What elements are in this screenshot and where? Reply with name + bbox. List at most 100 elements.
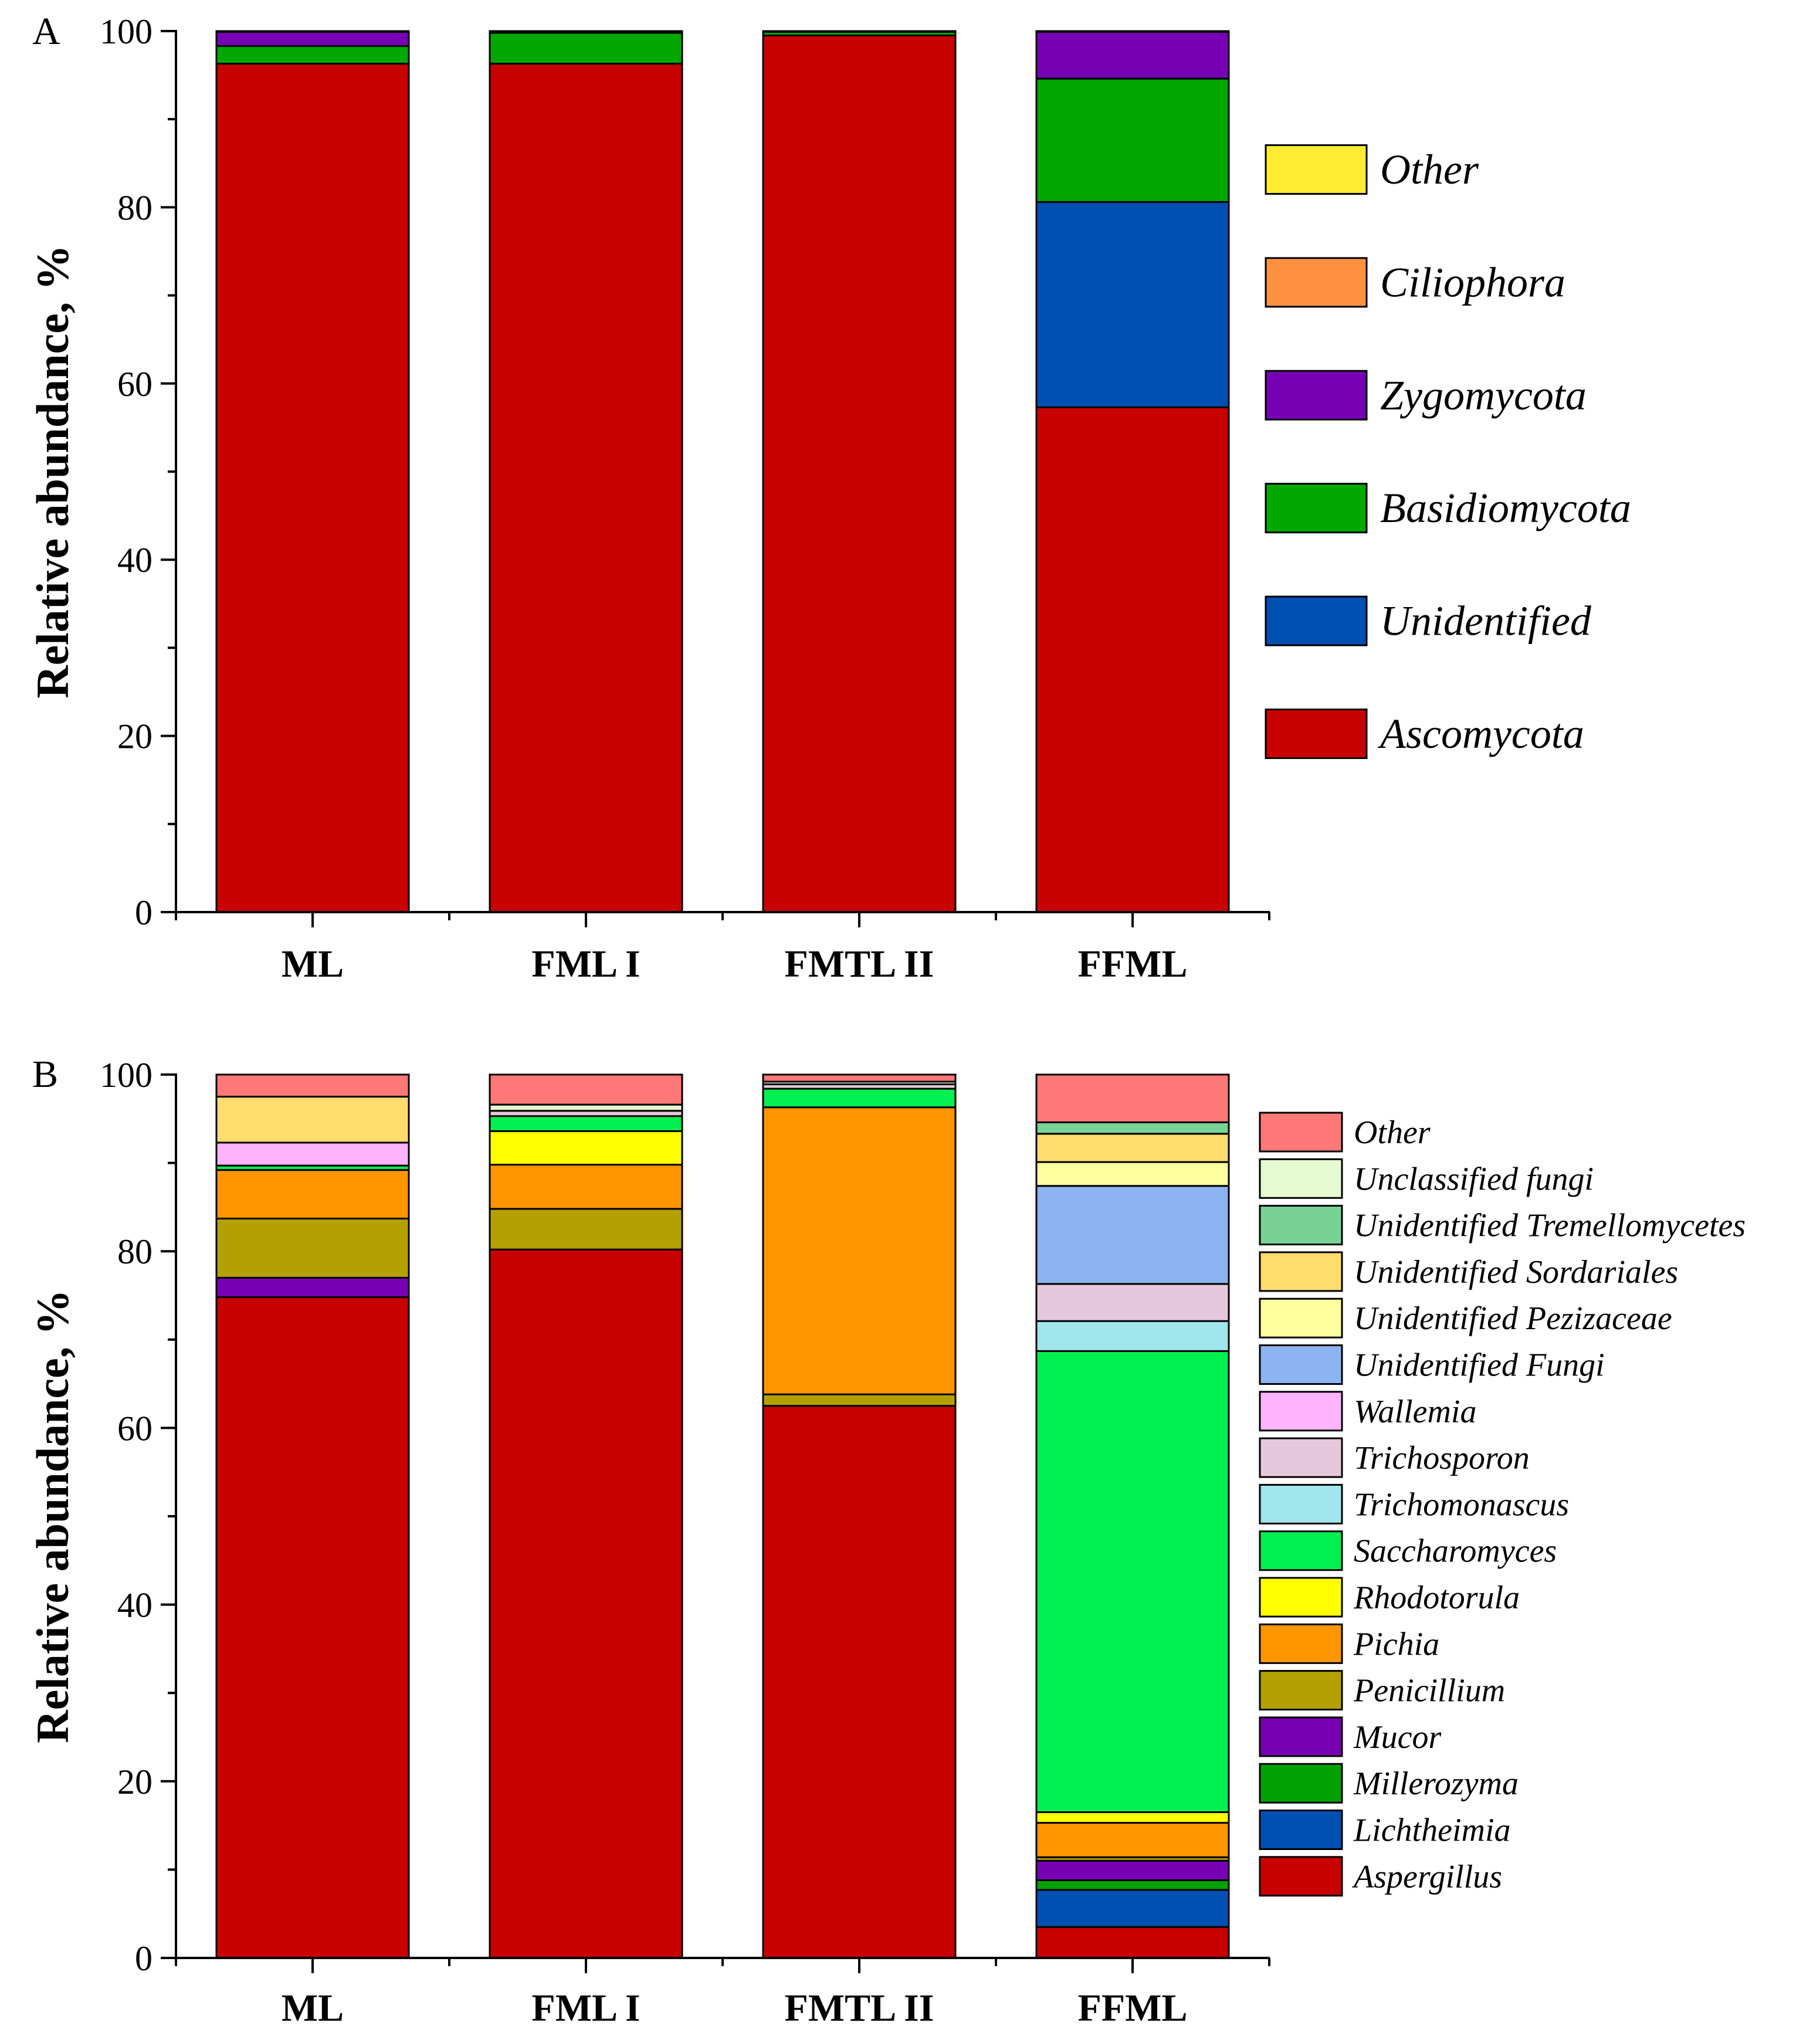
bar-segment-fml-i-basidiomycota xyxy=(489,32,683,65)
bar-segment-ml-basidiomycota xyxy=(215,45,410,65)
legend-swatch-other xyxy=(1265,144,1368,195)
bar-segment-fml-i-saccharomyces xyxy=(489,1115,683,1132)
legend-label-millerozyma: Millerozyma xyxy=(1353,1766,1519,1802)
bar-segment-ml-unidentified-sordariales xyxy=(215,1096,410,1144)
y-tick-label: 20 xyxy=(117,1763,152,1801)
bar-segment-fml-i-pichia xyxy=(489,1164,683,1210)
legend-label-pichia: Pichia xyxy=(1353,1626,1439,1662)
y-axis-title: Relative abundance, % xyxy=(27,245,78,699)
legend-label-ascomycota: Ascomycota xyxy=(1378,710,1584,757)
bar-segment-fml-i-other xyxy=(489,1073,683,1106)
bar-segment-fmtl-ii-penicillium xyxy=(762,1393,957,1407)
legend-label-saccharomyces: Saccharomyces xyxy=(1354,1533,1557,1570)
y-tick-label: 80 xyxy=(117,188,152,227)
legend-label-aspergillus: Aspergillus xyxy=(1351,1859,1502,1895)
bar-segment-ml-zygomycota xyxy=(215,31,410,48)
legend-swatch-millerozyma xyxy=(1259,1763,1343,1804)
bar-segment-ffml-trichosporon xyxy=(1035,1283,1230,1322)
bar-segment-fml-i-ascomycota xyxy=(489,63,683,913)
bar-segment-ffml-other xyxy=(1035,30,1230,33)
bar-segment-ffml-ascomycota xyxy=(1035,406,1230,913)
legend-swatch-other xyxy=(1259,1112,1343,1153)
x-category-label: FML I xyxy=(531,1987,640,2030)
legend-swatch-unidentified-pezizaceae xyxy=(1259,1297,1343,1339)
bar-segment-ffml-millerozyma xyxy=(1035,1879,1230,1891)
legend: Other Unclassified fungi Unidentified Trem… xyxy=(1259,1112,1746,1897)
legend-swatch-unidentified-tremellomycetes xyxy=(1259,1205,1343,1246)
x-category-label: FMTL II xyxy=(785,1987,934,2030)
panel-b: 0 20 40 60 80 100 ML FML I FMTL II FFML B Relative … xyxy=(27,1053,1746,2030)
bar-segment-fml-i-rhodotorula xyxy=(489,1130,683,1166)
bar-segment-ffml-unidentified-pezizaceae xyxy=(1035,1161,1230,1187)
legend-swatch-unidentified-sordariales xyxy=(1259,1251,1343,1292)
legend-label-lichtheimia: Lichtheimia xyxy=(1353,1812,1511,1849)
y-tick-label: 0 xyxy=(135,893,152,932)
legend-swatch-rhodotorula xyxy=(1259,1577,1343,1618)
legend-label-unidentified-sordariales: Unidentified Sordariales xyxy=(1354,1254,1678,1290)
bar-segment-ffml-mucor xyxy=(1035,1859,1230,1881)
bar-segment-ffml-zygomycota xyxy=(1035,31,1230,80)
bar-segment-fml-i-aspergillus xyxy=(489,1248,683,1959)
x-category-label: ML xyxy=(282,1987,344,2030)
bar-segment-ml-ascomycota xyxy=(215,63,410,913)
legend-swatch-ciliophora xyxy=(1265,257,1368,308)
bar-segment-ml-penicillium xyxy=(215,1217,410,1279)
bar-segment-fml-i-penicillium xyxy=(489,1208,683,1251)
x-category-label: FFML xyxy=(1078,1987,1188,2030)
legend-label-trichosporon: Trichosporon xyxy=(1354,1440,1530,1476)
bar-segment-fmtl-ii-ascomycota xyxy=(762,35,957,913)
legend-swatch-basidiomycota xyxy=(1265,483,1368,534)
legend-label-other: Other xyxy=(1380,146,1479,193)
legend-label-other: Other xyxy=(1354,1114,1431,1151)
bar-segment-ffml-aspergillus xyxy=(1035,1926,1230,1959)
panel-a: 0 20 40 60 80 100 ML FML I FMTL II FFML A Relative … xyxy=(27,10,1631,985)
legend-label-rhodotorula: Rhodotorula xyxy=(1353,1580,1520,1616)
bar-segment-ffml-rhodotorula xyxy=(1035,1811,1230,1824)
legend-swatch-trichosporon xyxy=(1259,1437,1343,1478)
y-axis-title: Relative abundance, % xyxy=(27,1289,78,1743)
legend-label-unclassified-fungi: Unclassified fungi xyxy=(1354,1161,1594,1197)
bar-segment-ml-aspergillus xyxy=(215,1296,410,1959)
panel-letter: A xyxy=(32,10,60,53)
y-tick-label: 40 xyxy=(117,541,152,580)
bar-segment-fml-i-unclassified-fungi xyxy=(489,1103,683,1112)
bar-segment-ffml-other xyxy=(1035,1073,1230,1123)
legend-swatch-trichomonascus xyxy=(1259,1483,1343,1524)
legend-swatch-aspergillus xyxy=(1259,1856,1343,1897)
bar-segment-ffml-lichtheimia xyxy=(1035,1889,1230,1928)
bar-segment-ml-other xyxy=(215,1073,410,1098)
legend-label-trichomonascus: Trichomonascus xyxy=(1354,1486,1569,1523)
legend-swatch-saccharomyces xyxy=(1259,1530,1343,1571)
bar-segment-ffml-pichia xyxy=(1035,1822,1230,1858)
x-category-label: FFML xyxy=(1078,943,1188,985)
legend-label-penicillium: Penicillium xyxy=(1353,1673,1505,1709)
bar-segment-ml-wallemia xyxy=(215,1141,410,1167)
bar-segment-fmtl-ii-other xyxy=(762,30,957,33)
bar-segment-fmtl-ii-other xyxy=(762,1073,957,1083)
y-tick-label: 20 xyxy=(117,717,152,756)
bar-segment-ffml-unidentified xyxy=(1035,201,1230,408)
legend-label-unidentified: Unidentified xyxy=(1380,598,1592,645)
legend-swatch-unidentified xyxy=(1265,595,1368,646)
legend-swatch-unclassified-fungi xyxy=(1259,1158,1343,1199)
y-tick-label: 80 xyxy=(117,1232,152,1271)
legend-label-unidentified-tremellomycetes: Unidentified Tremellomycetes xyxy=(1354,1208,1746,1244)
legend-swatch-penicillium xyxy=(1259,1670,1343,1711)
legend-swatch-pichia xyxy=(1259,1623,1343,1664)
legend-swatch-zygomycota xyxy=(1265,370,1368,421)
bar-segment-fmtl-ii-saccharomyces xyxy=(762,1087,957,1109)
y-tick-label: 100 xyxy=(100,1056,152,1095)
bar-segment-ml-other xyxy=(215,30,410,33)
x-category-label: ML xyxy=(282,943,344,985)
y-tick-label: 0 xyxy=(135,1939,152,1978)
y-tick-label: 60 xyxy=(117,365,152,404)
legend-swatch-unidentified-fungi xyxy=(1259,1344,1343,1385)
legend-swatch-wallemia xyxy=(1259,1391,1343,1432)
legend-label-unidentified-fungi: Unidentified Fungi xyxy=(1354,1347,1605,1384)
bar-segment-fmtl-ii-aspergillus xyxy=(762,1405,957,1959)
bar-segment-ffml-unidentified-fungi xyxy=(1035,1185,1230,1285)
legend-label-wallemia: Wallemia xyxy=(1354,1394,1476,1430)
bar-segment-ffml-unidentified-tremellomycetes xyxy=(1035,1121,1230,1135)
y-tick-label: 40 xyxy=(117,1586,152,1625)
legend-label-basidiomycota: Basidiomycota xyxy=(1380,485,1631,531)
